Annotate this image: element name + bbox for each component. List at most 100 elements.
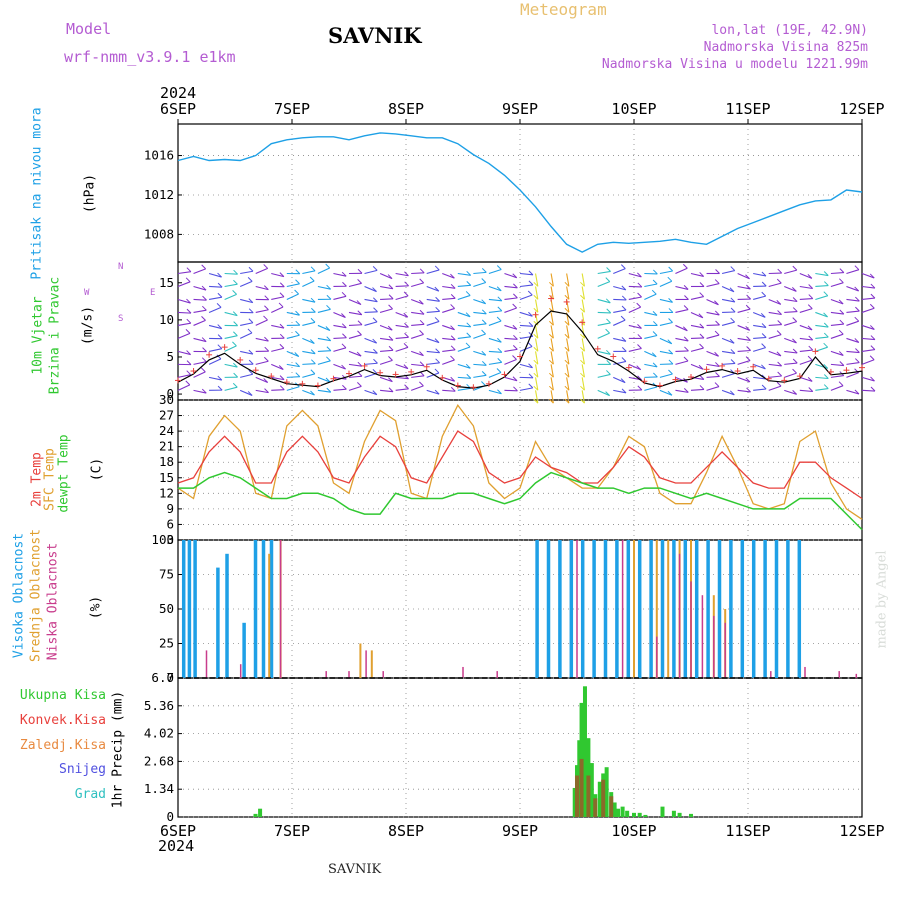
wind-barb-flag [325, 263, 331, 269]
wind-barb [348, 334, 362, 339]
wind-barb [302, 363, 316, 365]
wind-barb [721, 285, 735, 293]
wind-barb-flag [746, 387, 751, 393]
wind-barb [815, 272, 829, 277]
wind-barb-flag [548, 385, 554, 391]
wind-barb [411, 363, 425, 367]
wind-barb [581, 273, 585, 287]
wind-barb [566, 325, 570, 339]
wind-barb [426, 269, 440, 275]
wind-barb [271, 306, 284, 313]
wind-barb-flag [682, 263, 688, 269]
y-tick-label: 30 [159, 392, 174, 407]
wind-barb [846, 269, 860, 275]
dewpt-line [178, 471, 863, 531]
wind-barb [784, 285, 797, 292]
wind-barb-flag [528, 373, 534, 379]
wind-barb-flag [699, 282, 705, 287]
precip-bar [593, 798, 598, 817]
wind-barb-flag [513, 334, 518, 340]
wind-barb [519, 387, 533, 391]
wind-barb-flag [823, 384, 829, 389]
wind-barb [846, 285, 859, 292]
wind-barb-flag [481, 299, 487, 305]
wind-barb-flag [310, 390, 315, 396]
precip-bar [601, 779, 606, 817]
wind-barb [721, 321, 735, 326]
wind-barb-flag [326, 294, 332, 300]
wind-barb [861, 297, 875, 301]
wind-barb [240, 350, 254, 355]
wind-barb [861, 285, 875, 289]
wind-barb [784, 372, 797, 378]
wind-barb-flag [699, 323, 705, 329]
wind-speed-line [177, 310, 863, 389]
wind-barb-flag [548, 372, 554, 378]
wind-barb-flag [279, 385, 285, 391]
wind-barb-flag [497, 347, 503, 353]
wind-barb [721, 337, 735, 344]
wind-barb-flag [668, 359, 674, 365]
y-tick-label: 75 [159, 567, 174, 582]
wind-barb-flag [357, 310, 363, 316]
wind-barb-flag [777, 268, 783, 274]
cloud-bar [576, 540, 578, 678]
wind-barb [473, 298, 486, 305]
wind-barb [830, 298, 844, 305]
wind-barb-flag [714, 300, 719, 306]
wind-barb-flag [310, 349, 316, 355]
wind-barb-flag [621, 285, 627, 291]
wind-barb [442, 297, 456, 301]
wind-barb [255, 360, 269, 365]
wind-barb-flag [580, 359, 585, 365]
cloud-bar [633, 540, 635, 678]
wind-barb-flag [233, 321, 238, 327]
wind-barb-flag [232, 290, 237, 295]
precip-bar [589, 763, 594, 817]
wind-barb [550, 286, 554, 300]
wind-barb-flag [372, 266, 378, 271]
cloud-bar [626, 540, 631, 678]
y-tick-label: 27 [159, 408, 174, 423]
wind-barb [675, 389, 689, 393]
wind-barb [613, 309, 627, 313]
wind-barb-flag [564, 359, 570, 365]
cloud-bar [667, 540, 670, 678]
compass-w: W [84, 288, 90, 298]
wind-barb [861, 337, 875, 341]
wind-barb [628, 347, 642, 352]
wind-barb [644, 363, 658, 368]
wind-barb-flag [232, 331, 238, 337]
wind-barb [659, 389, 673, 396]
cloud-bar [694, 540, 699, 678]
wind-barb-flag [201, 305, 207, 311]
wind-barb-flag [651, 289, 657, 295]
wind-barb-flag [683, 388, 689, 393]
wind-barb-flag [808, 335, 814, 341]
wind-barb [784, 389, 797, 395]
wind-barb [566, 377, 570, 391]
year-top: 2024 [160, 84, 197, 102]
wind-barb [286, 386, 300, 391]
wind-barb-flag [326, 346, 332, 352]
wind-barb [768, 350, 782, 357]
precip-bar [625, 810, 630, 817]
wind-barb [504, 272, 517, 279]
wind-barb [302, 321, 316, 326]
wind-barb [208, 376, 222, 381]
wind-barb [224, 293, 237, 300]
wind-barb [271, 347, 285, 352]
wind-barb-flag [233, 279, 238, 285]
wind-barb-flag [776, 351, 782, 357]
wind-barb-flag [326, 304, 331, 310]
wind-barb-flag [248, 298, 254, 303]
wind-barb-flag [808, 345, 814, 351]
wind-barb-flag [838, 299, 844, 305]
wind-barb-flag [533, 398, 539, 404]
wind-barb [784, 362, 798, 365]
station-title: SAVNIK [328, 23, 422, 48]
wind-barb [846, 310, 860, 313]
wind-barb-flag [839, 361, 845, 366]
wind-barb [535, 390, 539, 404]
wind-barb-flag [668, 308, 674, 313]
